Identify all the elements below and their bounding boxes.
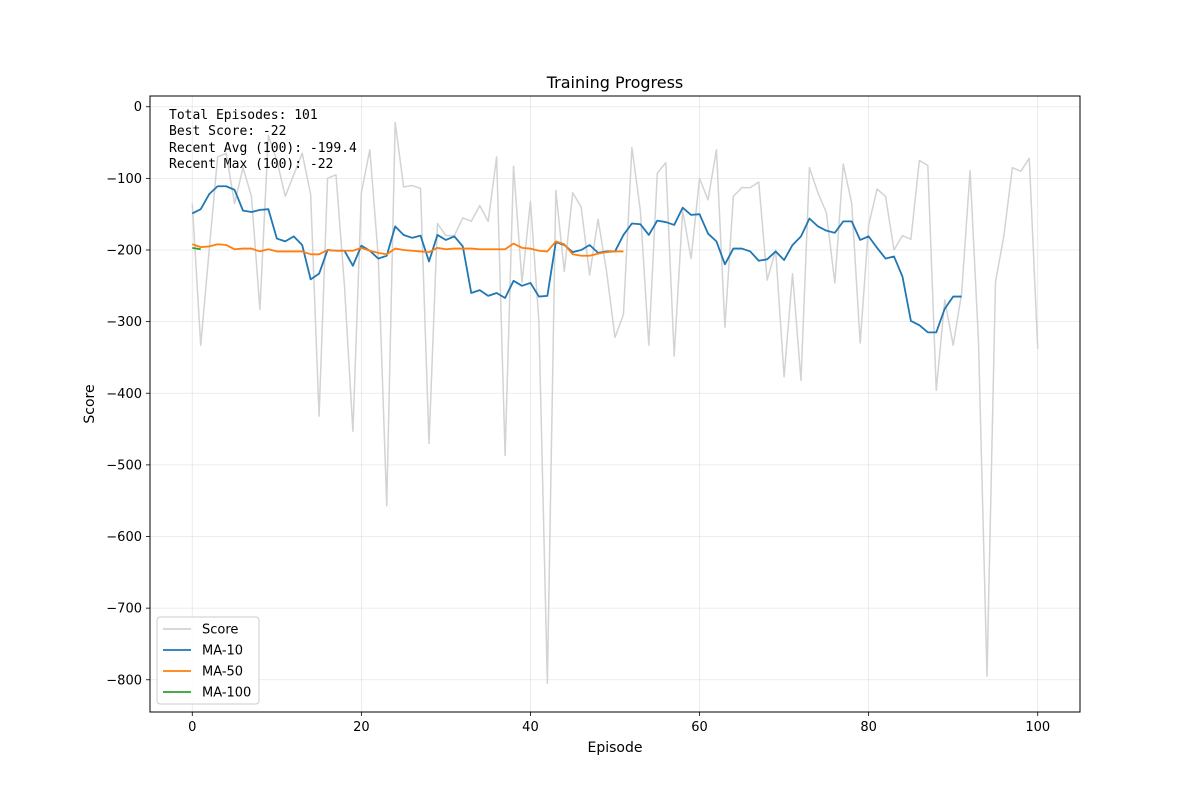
stats-recent-avg: Recent Avg (100): -199.4: [169, 141, 357, 156]
x-tick-label: 80: [860, 720, 877, 735]
y-axis-label: Score: [82, 384, 98, 423]
series-line-score: [191, 121, 1039, 685]
stats-total-episodes: Total Episodes: 101: [169, 108, 318, 123]
legend-label-ma-10: MA-10: [202, 644, 243, 659]
stats-text-box: Total Episodes: 101 Best Score: -22 Rece…: [169, 108, 357, 172]
y-tick-label: −300: [106, 315, 142, 330]
legend-label-ma-50: MA-50: [202, 665, 243, 680]
y-tick-label: −600: [106, 530, 142, 545]
stats-recent-max: Recent Max (100): -22: [169, 157, 333, 172]
y-tick-label: −500: [106, 458, 142, 473]
legend-label-ma-100: MA-100: [202, 686, 251, 701]
x-tick-label: 20: [353, 720, 370, 735]
tick-layer: 0 20 40 60 80 100 0 −100 −200 −300 −400 −500 −600 −70…: [106, 100, 1050, 735]
chart-title: Training Progress: [546, 73, 684, 92]
y-tick-label: −800: [106, 673, 142, 688]
y-tick-label: −400: [106, 387, 142, 402]
series-line-ma-50: [191, 240, 624, 257]
legend-box: [156, 616, 260, 705]
legend-label-score: Score: [202, 623, 238, 638]
x-tick-label: 100: [1025, 720, 1050, 735]
x-tick-label: 40: [522, 720, 539, 735]
plot-frame: [149, 95, 1081, 713]
y-tick-label: −100: [106, 172, 142, 187]
y-tick-label: −200: [106, 244, 142, 259]
legend: Score MA-10 MA-50 MA-100: [156, 616, 260, 705]
series-line-ma-10: [191, 185, 962, 334]
series-layer: [191, 121, 1039, 685]
series-line-ma-100: [192, 246, 201, 251]
x-axis-label: Episode: [588, 740, 643, 756]
x-tick-label: 60: [691, 720, 708, 735]
grid-layer: [150, 96, 1080, 712]
y-tick-label: 0: [134, 100, 142, 115]
x-tick-label: 0: [188, 720, 196, 735]
y-tick-label: −700: [106, 602, 142, 617]
stats-best-score: Best Score: -22: [169, 124, 286, 139]
